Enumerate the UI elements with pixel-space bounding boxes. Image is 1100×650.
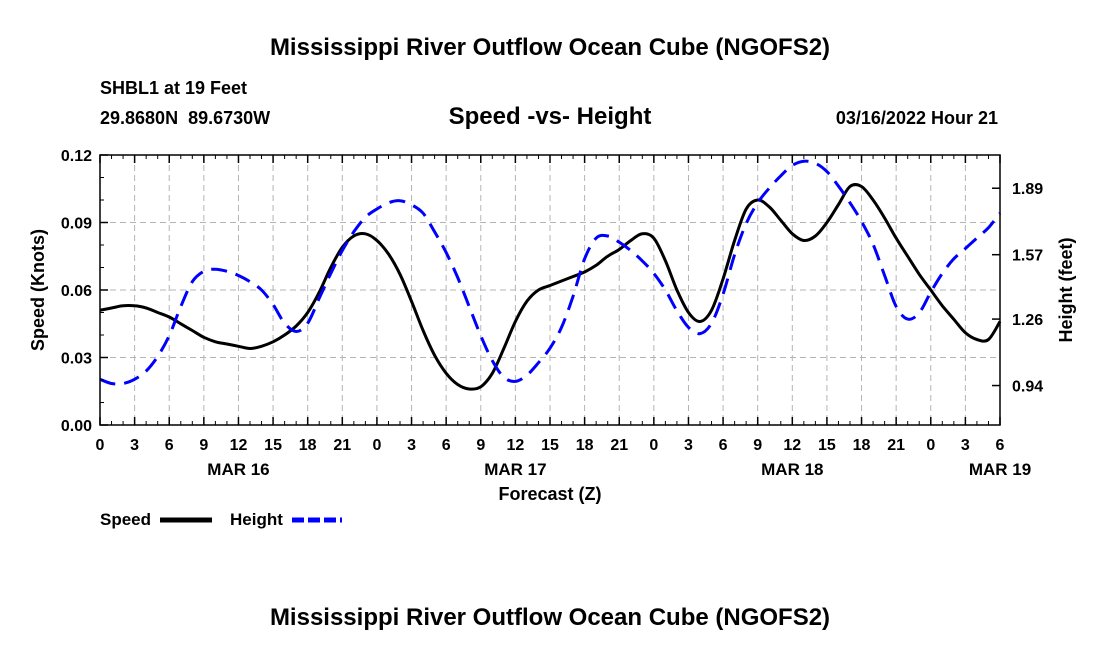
x-axis-label: Forecast (Z) <box>498 484 601 504</box>
grid-lines <box>99 154 1001 426</box>
x-tick-label: 6 <box>442 437 451 454</box>
footer-title: Mississippi River Outflow Ocean Cube (NG… <box>270 604 830 631</box>
x-tick-label: 3 <box>130 437 139 454</box>
x-tick-label: 15 <box>264 437 282 454</box>
x-tick-label: 6 <box>165 437 174 454</box>
x-tick-label: 12 <box>506 437 524 454</box>
series-layer <box>99 159 1002 391</box>
y-axis-label: Speed (Knots) <box>28 229 48 351</box>
forecast-datetime: 03/16/2022 Hour 21 <box>836 108 998 128</box>
station-label: SHBL1 at 19 Feet <box>100 78 247 98</box>
x-axis: 0 3 6 9 12 15 18 21 0 3 6 9 12 15 18 21 0 3 6 9 12 15 18 21 0 3 6 M… <box>96 155 1031 479</box>
y-tick-label: 0.00 <box>61 418 92 435</box>
y2-tick-label: 1.57 <box>1012 248 1043 265</box>
chart-main-title: Mississippi River Outflow Ocean Cube (NG… <box>270 34 830 61</box>
y-axis-left: 0.00 0.03 0.06 0.09 0.12 <box>61 148 108 435</box>
x-tick-label: 18 <box>576 437 594 454</box>
x-tick-label: 3 <box>407 437 416 454</box>
x-tick-label: 6 <box>719 437 728 454</box>
x-tick-label: 15 <box>541 437 559 454</box>
y-tick-label: 0.12 <box>61 148 92 165</box>
date-label: MAR 18 <box>761 460 823 479</box>
x-tick-label: 0 <box>96 437 105 454</box>
x-tick-label: 0 <box>926 437 935 454</box>
station-coords: 29.8680N 89.6730W <box>100 108 270 128</box>
y2-axis-label: Height (feet) <box>1056 238 1076 343</box>
x-tick-label: 3 <box>684 437 693 454</box>
x-tick-label: 3 <box>961 437 970 454</box>
y-tick-label: 0.09 <box>61 216 92 233</box>
chart-subtitle: Speed -vs- Height <box>449 103 652 130</box>
legend-label-height: Height <box>230 510 283 529</box>
date-label: MAR 17 <box>484 460 546 479</box>
x-tick-label: 0 <box>649 437 658 454</box>
x-tick-label: 18 <box>299 437 317 454</box>
legend: Speed Height <box>100 510 342 529</box>
y-tick-label: 0.03 <box>61 351 92 368</box>
x-tick-label: 9 <box>199 437 208 454</box>
series-line-speed <box>99 183 1002 391</box>
legend-label-speed: Speed <box>100 510 151 529</box>
x-tick-label: 21 <box>333 437 351 454</box>
date-label: MAR 16 <box>207 460 269 479</box>
y2-tick-label: 1.89 <box>1012 181 1043 198</box>
y2-tick-label: 1.26 <box>1012 312 1043 329</box>
x-tick-label: 18 <box>853 437 871 454</box>
x-tick-label: 15 <box>818 437 836 454</box>
x-tick-label: 12 <box>783 437 801 454</box>
y-tick-label: 0.06 <box>61 283 92 300</box>
x-tick-label: 21 <box>610 437 628 454</box>
x-tick-label: 21 <box>887 437 905 454</box>
x-tick-label: 9 <box>476 437 485 454</box>
y2-tick-label: 0.94 <box>1012 379 1043 396</box>
series-line-height <box>99 159 1002 386</box>
x-tick-label: 6 <box>996 437 1005 454</box>
x-tick-label: 9 <box>753 437 762 454</box>
date-label: MAR 19 <box>969 460 1031 479</box>
x-tick-label: 12 <box>230 437 248 454</box>
x-tick-label: 0 <box>372 437 381 454</box>
y-axis-right: 0.94 1.26 1.57 1.89 <box>992 181 1043 396</box>
